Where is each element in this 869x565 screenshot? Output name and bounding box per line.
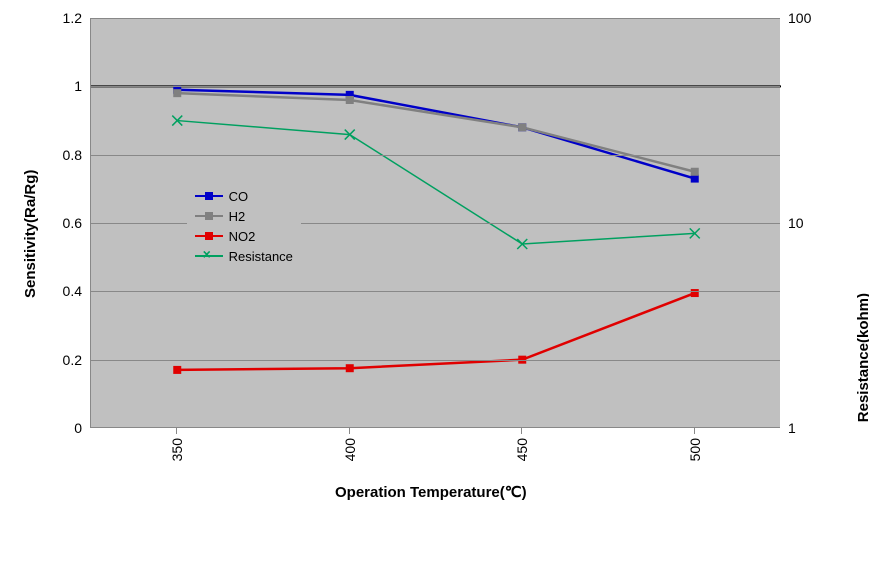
series-marker — [173, 366, 181, 374]
y-left-tick-label: 0.6 — [32, 215, 82, 231]
gridline — [91, 86, 780, 87]
series-marker — [173, 89, 181, 97]
legend-item: CO — [195, 186, 293, 206]
x-tick-label: 450 — [514, 438, 530, 461]
gridline — [91, 155, 780, 156]
y-axis-left-label: Sensitivity(Ra/Rg) — [22, 170, 39, 298]
y-left-tick-label: 0.4 — [32, 283, 82, 299]
y-left-tick-label: 0.8 — [32, 147, 82, 163]
legend-marker-icon — [205, 232, 213, 240]
x-tick-mark — [694, 428, 695, 434]
legend-marker-icon — [205, 192, 213, 200]
series-marker — [346, 96, 354, 104]
x-tick-mark — [349, 428, 350, 434]
y-axis-right-label: Resistance(kohm) — [855, 293, 869, 422]
legend-marker-icon — [205, 212, 213, 220]
y-right-tick-label: 10 — [788, 215, 838, 231]
x-tick-label: 400 — [342, 438, 358, 461]
y-right-tick-label: 1 — [788, 420, 838, 436]
legend-item: × Resistance — [195, 246, 293, 266]
x-tick-label: 500 — [687, 438, 703, 461]
y-left-tick-label: 1 — [32, 78, 82, 94]
series-marker — [518, 123, 526, 131]
gridline — [91, 360, 780, 361]
series-line-no2 — [177, 293, 695, 370]
legend-label: Resistance — [229, 249, 293, 264]
gridline — [91, 291, 780, 292]
legend-label: NO2 — [229, 229, 256, 244]
series-marker — [691, 175, 699, 183]
series-line-co — [177, 90, 695, 179]
legend-marker-icon: × — [203, 246, 211, 262]
series-marker — [346, 364, 354, 372]
y-left-tick-label: 1.2 — [32, 10, 82, 26]
y-left-tick-label: 0.2 — [32, 352, 82, 368]
legend-label: H2 — [229, 209, 246, 224]
legend-item: H2 — [195, 206, 293, 226]
series-line-h2 — [177, 93, 695, 172]
legend: CO H2 NO2 × Resistance — [187, 182, 301, 270]
chart-container: Sensitivity(Ra/Rg) Resistance(kohm) Oper… — [0, 0, 869, 565]
series-marker — [691, 289, 699, 297]
legend-label: CO — [229, 189, 249, 204]
y-right-tick-label: 100 — [788, 10, 838, 26]
x-tick-mark — [521, 428, 522, 434]
legend-item: NO2 — [195, 226, 293, 246]
gridline — [91, 18, 780, 19]
y-left-tick-label: 0 — [32, 420, 82, 436]
x-axis-label: Operation Temperature(℃) — [335, 483, 527, 501]
x-tick-label: 350 — [169, 438, 185, 461]
series-marker — [691, 168, 699, 176]
x-tick-mark — [176, 428, 177, 434]
